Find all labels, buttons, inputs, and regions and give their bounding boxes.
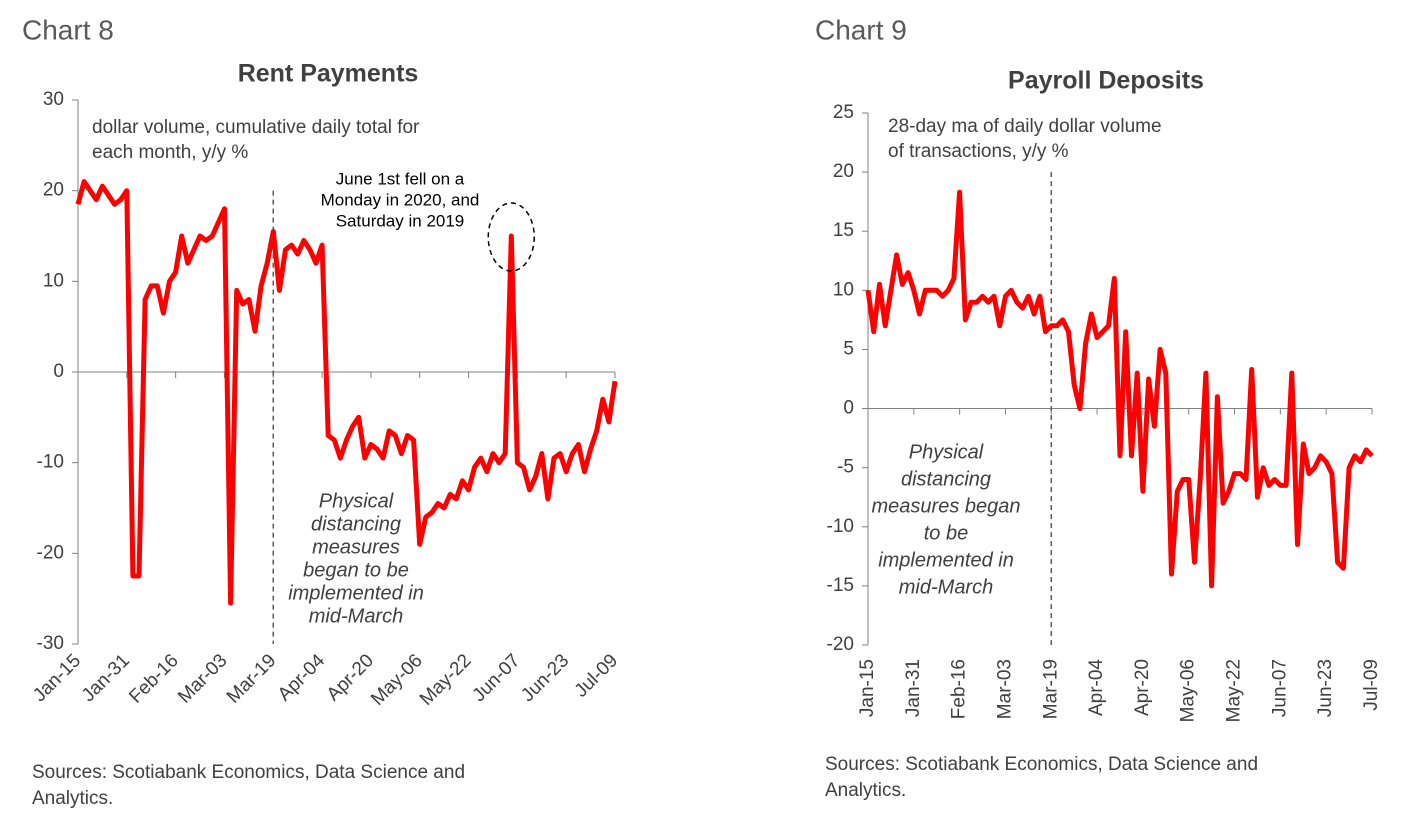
chart-label: Chart 9 <box>815 14 907 45</box>
subtitle: 28-day ma of daily dollar volume <box>888 116 1162 137</box>
subtitle: of transactions, y/y % <box>888 141 1069 162</box>
x-tick-label: Mar-03 <box>994 659 1015 719</box>
y-tick-label: -30 <box>37 633 64 654</box>
x-tick-label: Jul-09 <box>571 650 622 701</box>
y-tick-label: 30 <box>43 89 64 110</box>
y-tick-label: -20 <box>827 634 854 655</box>
y-tick-label: 15 <box>833 220 854 241</box>
annotation: distancing <box>901 468 991 490</box>
x-tick-label: Jan-31 <box>78 650 134 706</box>
x-tick-label: Apr-04 <box>1086 659 1107 716</box>
y-tick-label: -15 <box>827 575 854 596</box>
y-tick-label: 5 <box>843 338 854 359</box>
x-tick-label: Jan-15 <box>29 650 85 706</box>
annotation: Physical <box>909 441 984 463</box>
x-tick-label: Jun-07 <box>469 650 525 706</box>
x-tick-label: Mar-03 <box>174 650 231 707</box>
annotation: mid-March <box>899 576 993 598</box>
x-tick-label: May-06 <box>367 650 427 710</box>
x-tick-label: Mar-19 <box>1040 659 1061 719</box>
x-tick-label: Apr-04 <box>274 650 329 705</box>
x-tick-label: May-06 <box>1178 659 1199 722</box>
x-tick-label: May-22 <box>416 650 476 710</box>
x-tick-label: Mar-19 <box>223 650 280 707</box>
y-tick-label: -5 <box>837 457 854 478</box>
y-tick-label: -10 <box>37 452 64 473</box>
annotation: Physical <box>319 490 394 512</box>
annotation: began to be <box>303 559 409 581</box>
y-tick-label: 20 <box>833 161 854 182</box>
data-line <box>865 189 1374 589</box>
source: Sources: Scotiabank Economics, Data Scie… <box>825 754 1258 775</box>
x-tick-label: Jun-07 <box>1269 659 1290 717</box>
y-tick-label: -10 <box>827 516 854 537</box>
source: Analytics. <box>825 780 906 801</box>
y-tick-label: 10 <box>43 270 64 291</box>
annotation: mid-March <box>309 605 403 627</box>
x-tick-label: May-22 <box>1224 659 1245 722</box>
source: Analytics. <box>32 788 113 809</box>
source: Sources: Scotiabank Economics, Data Scie… <box>32 762 465 783</box>
annotation: to be <box>924 522 968 544</box>
annotation: implemented in <box>878 549 1014 571</box>
x-tick-label: Jan-31 <box>903 659 924 717</box>
annotation: Saturday in 2019 <box>336 211 465 230</box>
y-tick-label: 0 <box>843 398 854 419</box>
x-tick-label: Feb-16 <box>125 650 182 707</box>
annotation: implemented in <box>288 582 424 604</box>
y-tick-label: 20 <box>43 180 64 201</box>
subtitle: each month, y/y % <box>92 142 248 163</box>
annotation: measures began <box>872 495 1021 517</box>
data-line <box>75 179 618 606</box>
annotation: June 1st fell on a <box>336 169 465 188</box>
y-tick-label: -20 <box>37 542 64 563</box>
y-tick-label: 10 <box>833 279 854 300</box>
x-tick-label: Feb-16 <box>949 659 970 719</box>
y-tick-label: 0 <box>53 361 64 382</box>
x-tick-label: Apr-20 <box>1132 659 1153 716</box>
subtitle: dollar volume, cumulative daily total fo… <box>92 117 420 138</box>
x-tick-label: Jan-15 <box>857 659 878 717</box>
chart-label: Chart 8 <box>22 14 114 45</box>
annotation: Monday in 2020, and <box>321 190 480 209</box>
y-tick-label: 25 <box>833 102 854 123</box>
annotation: measures <box>312 536 400 558</box>
x-tick-label: Jun-23 <box>1315 659 1336 717</box>
annotation: distancing <box>311 513 401 535</box>
chart-title: Rent Payments <box>238 60 419 88</box>
x-tick-label: Jun-23 <box>517 650 573 706</box>
chart-title: Payroll Deposits <box>1008 67 1204 95</box>
x-tick-label: Jul-09 <box>1361 659 1382 711</box>
highlight-circle <box>487 202 536 272</box>
